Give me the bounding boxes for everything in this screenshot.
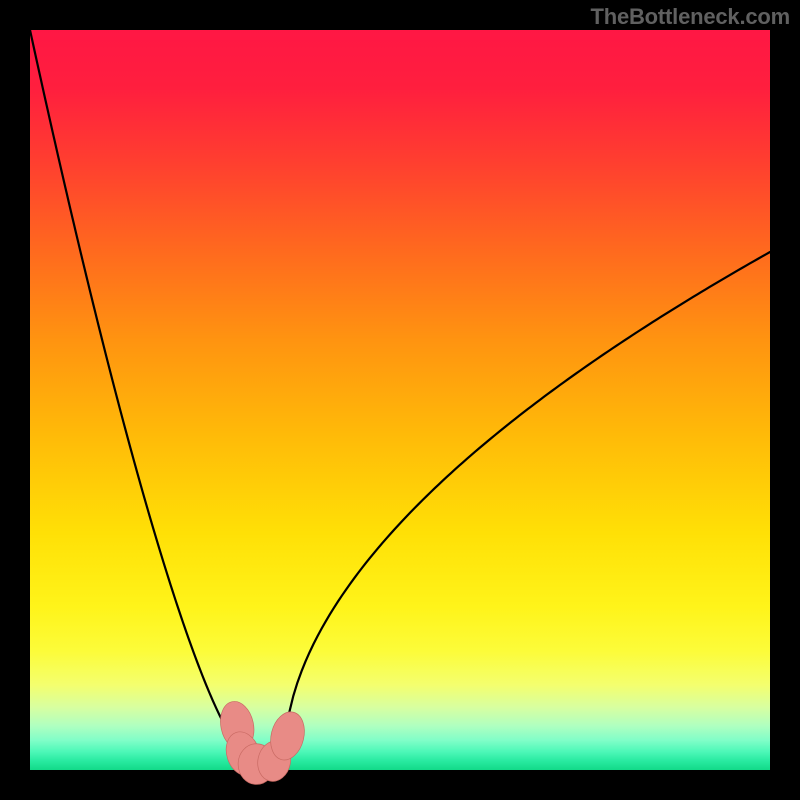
bottleneck-chart: [0, 0, 800, 800]
plot-background: [30, 30, 770, 770]
watermark-text: TheBottleneck.com: [590, 4, 790, 30]
chart-frame: TheBottleneck.com: [0, 0, 800, 800]
